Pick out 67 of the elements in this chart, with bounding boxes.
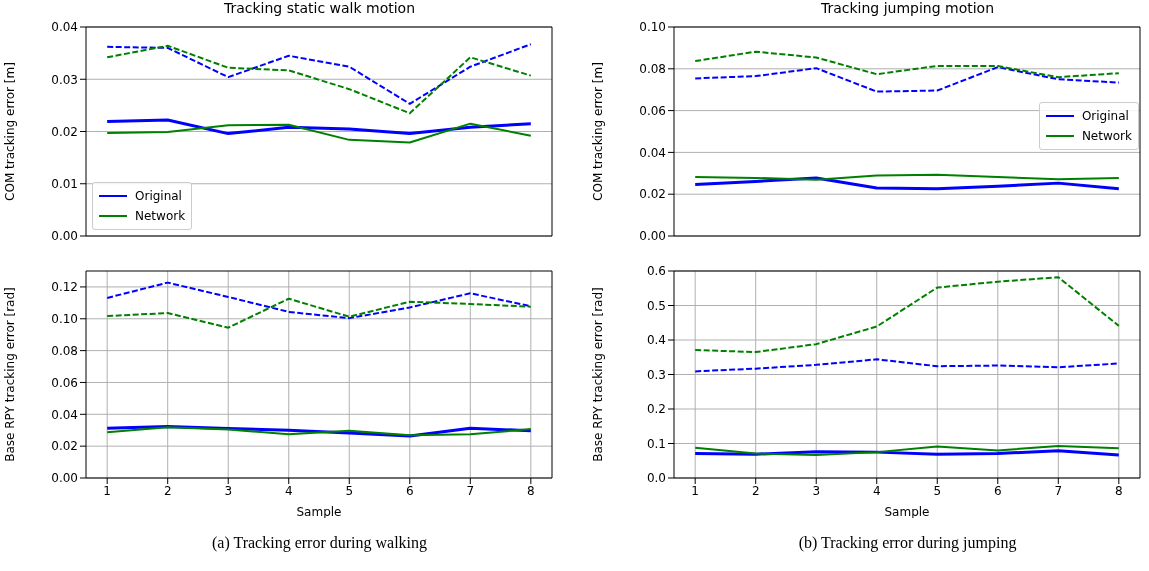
y-tick-label: 0.3	[646, 367, 666, 382]
legend-label: Original	[135, 189, 182, 203]
y-tick-label: 0.06	[639, 103, 666, 118]
legend-label: Original	[1081, 109, 1129, 124]
x-tick-label: 1	[103, 483, 111, 498]
x-tick-label: 3	[224, 483, 233, 498]
x-tick-label: 8	[1115, 483, 1123, 498]
y-tick-label: 0.12	[51, 280, 78, 295]
chart-title: Tracking static walk motion	[222, 0, 417, 16]
line-series	[694, 66, 1120, 93]
y-tick-label: 0.5	[646, 298, 666, 313]
x-tick-label: 6	[405, 483, 414, 498]
x-tick-label: 4	[284, 483, 293, 498]
y-tick-label: 0.03	[51, 72, 78, 87]
line-series	[106, 281, 532, 320]
chart-title: Tracking jumping motion	[819, 0, 996, 16]
line-series	[694, 276, 1120, 354]
y-tick-label: 0.10	[51, 312, 78, 327]
y-tick-label: 0.2	[646, 402, 666, 417]
y-tick-label: 0.02	[639, 187, 666, 202]
y-tick-label: 0.0	[646, 471, 666, 486]
x-axis-title: Sample	[884, 505, 930, 519]
y-axis-title: COM tracking error [m]	[3, 62, 18, 201]
x-tick-label: 7	[466, 483, 475, 498]
y-tick-label: 0.04	[639, 145, 666, 160]
y-tick-label: 0.06	[51, 375, 78, 390]
legend-label: Network	[135, 209, 186, 223]
y-tick-label: 0.00	[51, 229, 78, 244]
y-tick-label: 0.4	[646, 333, 666, 348]
x-tick-label: 2	[163, 483, 172, 498]
text: (b) Tracking error during jumping	[797, 534, 1018, 552]
line-series	[106, 43, 532, 105]
y-tick-label: 0.00	[51, 471, 78, 486]
line-series	[694, 444, 1120, 456]
y-tick-label: 0.04	[51, 407, 78, 422]
y-axis-title: COM tracking error [m]	[591, 62, 606, 201]
x-tick-label: 7	[1054, 483, 1063, 498]
x-tick-label: 5	[345, 483, 354, 498]
line-series	[694, 50, 1120, 79]
y-tick-label: 0.02	[51, 439, 78, 454]
legend-label: Network	[1081, 129, 1132, 144]
x-tick-label: 4	[872, 483, 881, 498]
line-series	[106, 122, 532, 144]
y-axis-title: Base RPY tracking error [rad]	[591, 287, 606, 462]
x-tick-label: 1	[691, 483, 699, 498]
x-tick-label: 3	[812, 483, 821, 498]
y-tick-label: 0.08	[51, 343, 78, 358]
y-tick-label: 0.02	[51, 124, 78, 139]
y-tick-label: 0.1	[646, 436, 666, 451]
y-tick-label: 0.10	[639, 20, 666, 35]
line-series	[105, 118, 533, 136]
y-tick-label: 0.6	[646, 264, 666, 279]
y-tick-label: 0.00	[639, 229, 666, 244]
x-tick-label: 2	[751, 483, 760, 498]
line-series	[106, 297, 532, 329]
y-tick-label: 0.04	[51, 20, 78, 35]
x-axis-title: Sample	[296, 505, 342, 519]
text: (a) Tracking error during walking	[210, 534, 429, 552]
line-series	[694, 358, 1120, 373]
line-series	[106, 44, 532, 115]
y-axis-title: Base RPY tracking error [rad]	[3, 287, 18, 462]
x-tick-label: 5	[933, 483, 942, 498]
line-series	[693, 176, 1121, 191]
y-tick-label: 0.01	[51, 177, 78, 192]
x-tick-label: 8	[527, 483, 535, 498]
x-tick-label: 6	[993, 483, 1002, 498]
y-tick-label: 0.08	[639, 62, 666, 77]
